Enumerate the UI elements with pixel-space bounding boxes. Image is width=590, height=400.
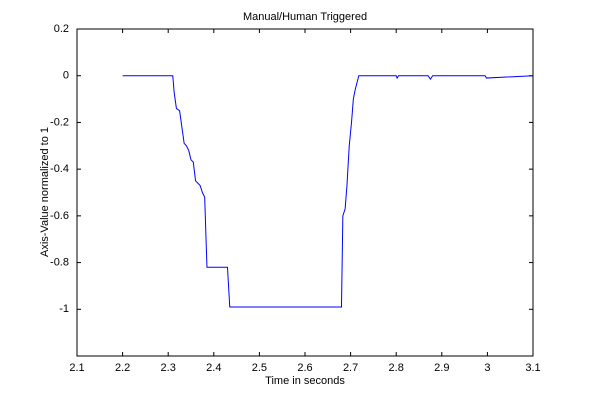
x-axis-label: Time in seconds <box>265 375 345 387</box>
x-tick-label: 2.3 <box>161 362 176 374</box>
y-axis-label: Axis-Value normalized to 1 <box>39 127 51 257</box>
x-tick-label: 3.1 <box>525 362 540 374</box>
y-tick-label: -0.8 <box>50 256 69 268</box>
data-line <box>122 75 534 308</box>
x-tick-label: 2.7 <box>343 362 358 374</box>
chart-title: Manual/Human Triggered <box>243 11 367 23</box>
x-tick-label: 3 <box>484 362 490 374</box>
x-tick-label: 2.1 <box>69 362 84 374</box>
x-tick-label: 2.8 <box>389 362 404 374</box>
x-tick-label: 2.4 <box>206 362 221 374</box>
y-tick-label: -0.6 <box>50 210 69 222</box>
x-tick-label: 2.5 <box>252 362 267 374</box>
x-tick-label: 2.6 <box>297 362 312 374</box>
y-tick-label: -1 <box>59 303 69 315</box>
x-tick-label: 2.2 <box>115 362 130 374</box>
y-tick-label: -0.2 <box>50 116 69 128</box>
y-tick-label: 0 <box>63 70 69 82</box>
y-tick-label: -0.4 <box>50 163 69 175</box>
y-tick-label: 0.2 <box>54 23 69 35</box>
x-tick-label: 2.9 <box>434 362 449 374</box>
